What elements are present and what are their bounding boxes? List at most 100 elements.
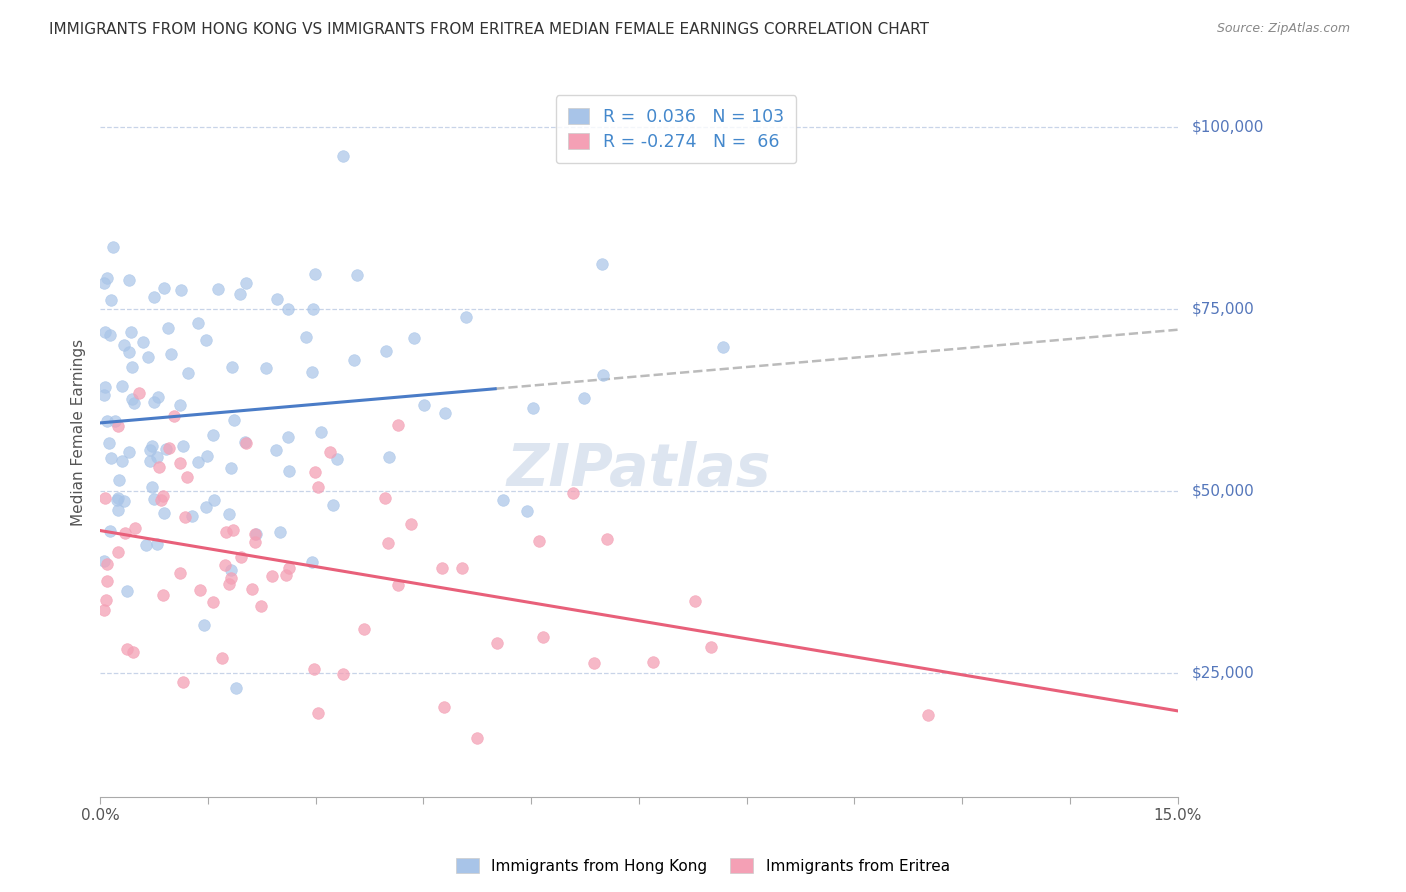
Point [433, 406, 456, 420]
Point [309, 425, 332, 440]
Point [451, 561, 474, 575]
Point [229, 286, 252, 301]
Point [307, 706, 329, 720]
Point [201, 428, 224, 442]
Point [683, 593, 706, 607]
Point [93, 325, 115, 339]
Point [917, 707, 939, 722]
Point [322, 499, 344, 513]
Point [159, 346, 181, 360]
Point [169, 456, 191, 470]
Point [214, 524, 236, 539]
Point [124, 521, 146, 535]
Point [235, 435, 257, 450]
Point [465, 731, 488, 745]
Point [377, 535, 399, 549]
Point [190, 583, 212, 598]
Point [222, 523, 245, 537]
Point [225, 681, 247, 696]
Point [105, 492, 128, 507]
Point [114, 525, 136, 540]
Point [277, 430, 299, 444]
Point [516, 504, 538, 518]
Point [294, 330, 316, 344]
Point [266, 442, 288, 457]
Point [307, 480, 329, 494]
Point [155, 442, 177, 457]
Point [301, 366, 323, 380]
Point [143, 290, 166, 304]
Point [141, 480, 163, 494]
Point [111, 453, 134, 467]
Point [260, 569, 283, 583]
Point [218, 507, 240, 521]
Point [138, 443, 160, 458]
Point [172, 674, 194, 689]
Point [249, 599, 271, 613]
Point [156, 320, 179, 334]
Point [214, 558, 236, 573]
Legend: Immigrants from Hong Kong, Immigrants from Eritrea: Immigrants from Hong Kong, Immigrants fr… [450, 852, 956, 880]
Text: $25,000: $25,000 [1192, 665, 1254, 681]
Point [104, 414, 127, 428]
Point [485, 636, 508, 650]
Point [195, 449, 218, 463]
Point [153, 280, 176, 294]
Text: $100,000: $100,000 [1192, 120, 1264, 135]
Point [103, 240, 125, 254]
Point [135, 538, 157, 552]
Point [96, 271, 118, 285]
Point [332, 667, 354, 681]
Point [304, 267, 326, 281]
Point [121, 360, 143, 375]
Point [221, 359, 243, 374]
Legend: R =  0.036   N = 103, R = -0.274   N =  66: R = 0.036 N = 103, R = -0.274 N = 66 [555, 95, 796, 163]
Point [107, 545, 129, 559]
Point [93, 603, 115, 617]
Point [181, 509, 204, 524]
Point [152, 506, 174, 520]
Point [121, 392, 143, 406]
Point [118, 345, 141, 359]
Point [235, 435, 257, 450]
Point [326, 452, 349, 467]
Point [433, 700, 456, 714]
Point [574, 391, 596, 405]
Point [145, 537, 167, 551]
Point [591, 257, 613, 271]
Point [353, 623, 375, 637]
Point [229, 549, 252, 564]
Text: ZIPatlas: ZIPatlas [506, 441, 770, 498]
Point [194, 333, 217, 347]
Text: Source: ZipAtlas.com: Source: ZipAtlas.com [1216, 22, 1350, 36]
Point [583, 656, 606, 670]
Point [269, 524, 291, 539]
Point [93, 554, 115, 568]
Point [522, 401, 544, 415]
Point [132, 335, 155, 350]
Point [176, 366, 198, 380]
Point [195, 500, 218, 514]
Point [93, 388, 115, 402]
Point [492, 493, 515, 508]
Point [94, 592, 117, 607]
Point [115, 642, 138, 657]
Point [700, 640, 723, 654]
Point [114, 494, 136, 508]
Point [142, 395, 165, 409]
Point [527, 534, 550, 549]
Point [399, 516, 422, 531]
Point [96, 557, 118, 571]
Point [157, 441, 180, 455]
Point [219, 461, 242, 475]
Point [124, 396, 146, 410]
Text: IMMIGRANTS FROM HONG KONG VS IMMIGRANTS FROM ERITREA MEDIAN FEMALE EARNINGS CORR: IMMIGRANTS FROM HONG KONG VS IMMIGRANTS … [49, 22, 929, 37]
Y-axis label: Median Female Earnings: Median Female Earnings [72, 339, 86, 526]
Point [114, 338, 136, 352]
Point [374, 343, 396, 358]
Point [402, 331, 425, 345]
Point [163, 409, 186, 423]
Point [96, 413, 118, 427]
Point [211, 651, 233, 665]
Point [266, 292, 288, 306]
